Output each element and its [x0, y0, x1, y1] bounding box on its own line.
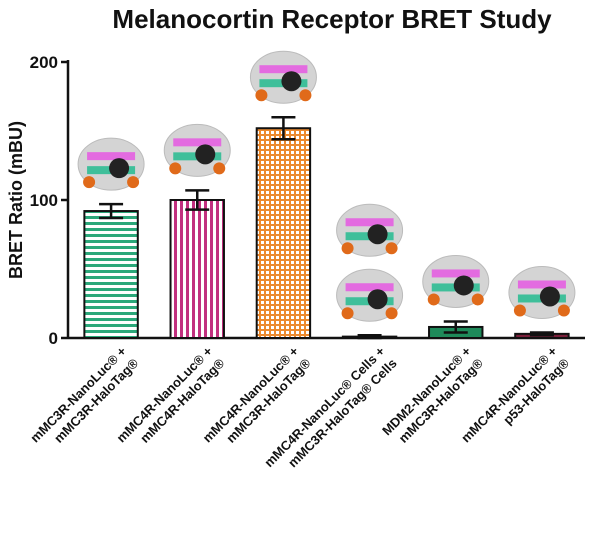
nucleus [367, 289, 388, 310]
y-tick-label: 100 [30, 191, 58, 210]
x-tick-label: mMC3R-NanoLuc® + [27, 343, 129, 445]
nucleus [367, 224, 388, 245]
nucleus [539, 286, 560, 307]
bar [169, 199, 225, 339]
error-bar [529, 331, 554, 337]
luc [471, 293, 484, 306]
nucleus [453, 275, 474, 296]
luc [83, 176, 96, 189]
bar [255, 127, 312, 339]
error-bar [271, 115, 296, 141]
luc [213, 162, 226, 175]
luc [341, 307, 354, 320]
receptor [173, 138, 222, 147]
nucleus [195, 144, 216, 165]
error-bar [443, 320, 468, 334]
y-axis-label: BRET Ratio (mBU) [6, 121, 26, 279]
receptor [87, 152, 136, 161]
bar [83, 210, 139, 339]
receptor [259, 65, 308, 74]
luc [169, 162, 182, 175]
luc [299, 89, 312, 102]
cell-illustrations [77, 50, 576, 322]
nucleus [281, 71, 302, 92]
receptor [345, 283, 394, 292]
error-bar [99, 202, 124, 220]
chart-title: Melanocortin Receptor BRET Study [112, 4, 552, 34]
luc [127, 176, 140, 189]
luc [341, 242, 354, 255]
luc [385, 307, 398, 320]
y-tick-label: 0 [49, 329, 58, 348]
luc [513, 304, 526, 317]
nucleus [109, 158, 130, 179]
receptor [517, 280, 566, 289]
luc [557, 304, 570, 317]
error-bar [357, 333, 382, 340]
luc [427, 293, 440, 306]
receptor [431, 269, 480, 278]
receptor [345, 218, 394, 227]
y-tick-label: 200 [30, 53, 58, 72]
luc [255, 89, 268, 102]
luc [385, 242, 398, 255]
error-bar [185, 189, 210, 211]
